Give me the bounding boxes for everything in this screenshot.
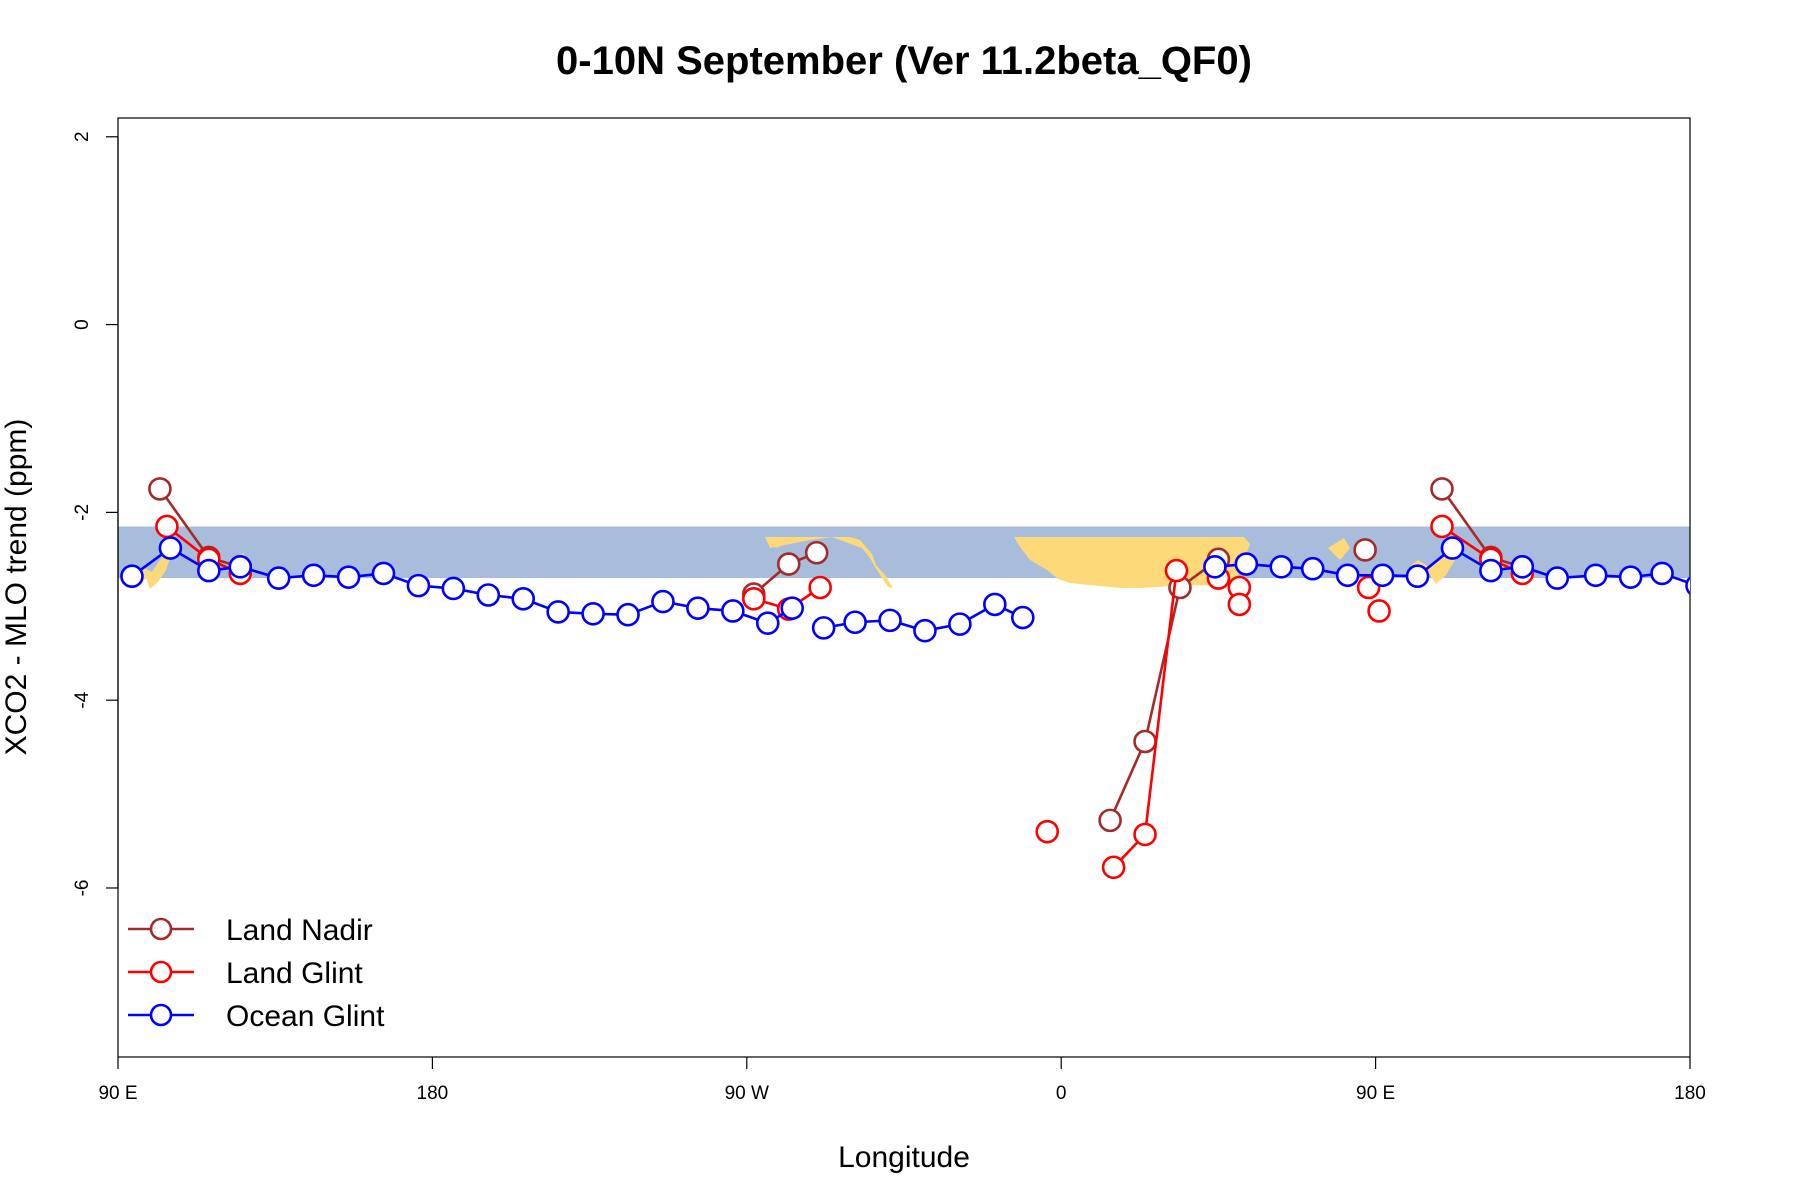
legend: Land Nadir Land Glint Ocean Glint <box>128 914 385 1033</box>
y-axis-label: XCO2 - MLO trend (ppm) <box>0 419 33 756</box>
data-point-land-nadir <box>1098 808 1122 833</box>
data-point-ocean-glint <box>948 612 972 636</box>
data-point-ocean-glint <box>371 561 396 586</box>
land-southeast-asia-3 <box>1328 538 1350 560</box>
data-point-ocean-glint <box>983 592 1007 617</box>
data-point-ocean-glint <box>651 589 675 614</box>
data-point-ocean-glint <box>913 618 937 643</box>
data-point-ocean-glint <box>1370 563 1395 588</box>
x-tick-label: 0 <box>1056 1083 1067 1104</box>
data-point-ocean-glint <box>1010 605 1035 630</box>
legend-marker-ocean-glint <box>149 1003 173 1027</box>
series-line-land-nadir <box>1108 558 1220 821</box>
data-point-ocean-glint <box>1300 556 1325 581</box>
data-point-ocean-glint <box>1335 563 1360 588</box>
data-point-land-nadir <box>1133 729 1157 754</box>
data-point-land-nadir <box>148 477 172 501</box>
data-point-land-glint <box>1227 592 1252 617</box>
legend-entry-land-nadir: Land Nadir <box>128 914 373 947</box>
data-point-land-glint <box>1164 558 1189 583</box>
data-point-land-glint <box>1035 819 1060 844</box>
data-point-ocean-glint <box>1685 576 1690 596</box>
data-point-land-nadir <box>1353 538 1377 562</box>
data-point-ocean-glint <box>1440 536 1465 560</box>
x-tick-label: 180 <box>417 1083 449 1104</box>
y-tick-label: -4 <box>72 691 93 708</box>
data-point-ocean-glint <box>1583 563 1608 588</box>
legend-marker-land-nadir <box>149 917 173 941</box>
legend-marker-land-glint <box>149 960 173 984</box>
land-africa <box>1014 537 1250 588</box>
data-point-ocean-glint <box>1203 555 1227 579</box>
legend-entry-ocean-glint: Ocean Glint <box>128 1000 385 1033</box>
legend-entry-land-glint: Land Glint <box>128 957 363 990</box>
data-point-ocean-glint <box>476 583 501 607</box>
data-point-ocean-glint <box>1405 564 1430 589</box>
data-point-ocean-glint <box>581 601 605 626</box>
legend-label-land-nadir: Land Nadir <box>226 914 373 947</box>
data-point-ocean-glint <box>120 564 144 589</box>
x-axis-label: Longitude <box>838 1141 970 1174</box>
data-point-ocean-glint <box>878 608 902 633</box>
data-point-ocean-glint <box>1618 565 1643 589</box>
data-point-land-glint <box>808 575 832 600</box>
data-point-ocean-glint <box>616 602 640 627</box>
data-point-land-glint <box>1101 855 1126 880</box>
data-point-land-glint <box>1367 599 1391 623</box>
land-central-america-islands <box>770 539 783 548</box>
data-point-land-nadir <box>1430 477 1454 501</box>
data-point-ocean-glint <box>301 563 326 588</box>
data-point-land-nadir <box>804 540 829 565</box>
data-point-land-glint <box>1133 822 1157 847</box>
data-point-ocean-glint <box>1545 566 1570 590</box>
y-axis: 2 0 -2 -4 -6 <box>72 131 119 897</box>
x-tick-label: 90 W <box>725 1083 769 1104</box>
data-point-ocean-glint <box>546 600 570 624</box>
legend-label-land-glint: Land Glint <box>226 957 363 990</box>
x-tick-label: 180 <box>1674 1083 1706 1104</box>
data-point-ocean-glint <box>686 596 710 620</box>
data-point-ocean-glint <box>1510 555 1535 579</box>
data-point-land-glint <box>741 586 766 611</box>
data-point-ocean-glint <box>406 573 431 598</box>
data-point-ocean-glint <box>1479 558 1503 583</box>
y-tick-label: -2 <box>72 504 93 521</box>
data-point-ocean-glint <box>811 616 836 640</box>
data-point-ocean-glint <box>1269 555 1294 579</box>
data-point-land-glint <box>1430 514 1454 539</box>
y-tick-label: -6 <box>72 880 93 897</box>
x-axis: 90 E 180 90 W 0 90 E 180 <box>98 1057 1706 1104</box>
chart-title: 0-10N September (Ver 11.2beta_QF0) <box>556 39 1252 83</box>
data-point-ocean-glint <box>158 536 183 560</box>
data-point-ocean-glint <box>511 586 536 611</box>
legend-label-ocean-glint: Ocean Glint <box>226 1000 385 1033</box>
data-point-ocean-glint <box>843 610 867 635</box>
data-point-land-nadir <box>776 552 801 576</box>
data-point-ocean-glint <box>336 565 361 589</box>
data-point-ocean-glint <box>441 576 466 601</box>
series-ocean-glint <box>120 536 1690 643</box>
y-tick-label: 0 <box>72 319 93 330</box>
y-tick-label: 2 <box>72 131 93 142</box>
data-point-land-glint <box>155 514 179 539</box>
data-point-ocean-glint <box>755 611 780 635</box>
data-point-ocean-glint <box>228 555 253 579</box>
x-tick-label: 90 E <box>1356 1083 1395 1104</box>
series-layer <box>120 477 1690 880</box>
data-point-ocean-glint <box>197 558 221 583</box>
data-point-ocean-glint <box>1234 552 1259 576</box>
data-point-ocean-glint <box>780 596 805 620</box>
data-point-ocean-glint <box>721 599 745 623</box>
data-point-ocean-glint <box>1650 561 1674 586</box>
x-tick-label: 90 E <box>98 1083 137 1104</box>
data-point-ocean-glint <box>266 566 291 590</box>
